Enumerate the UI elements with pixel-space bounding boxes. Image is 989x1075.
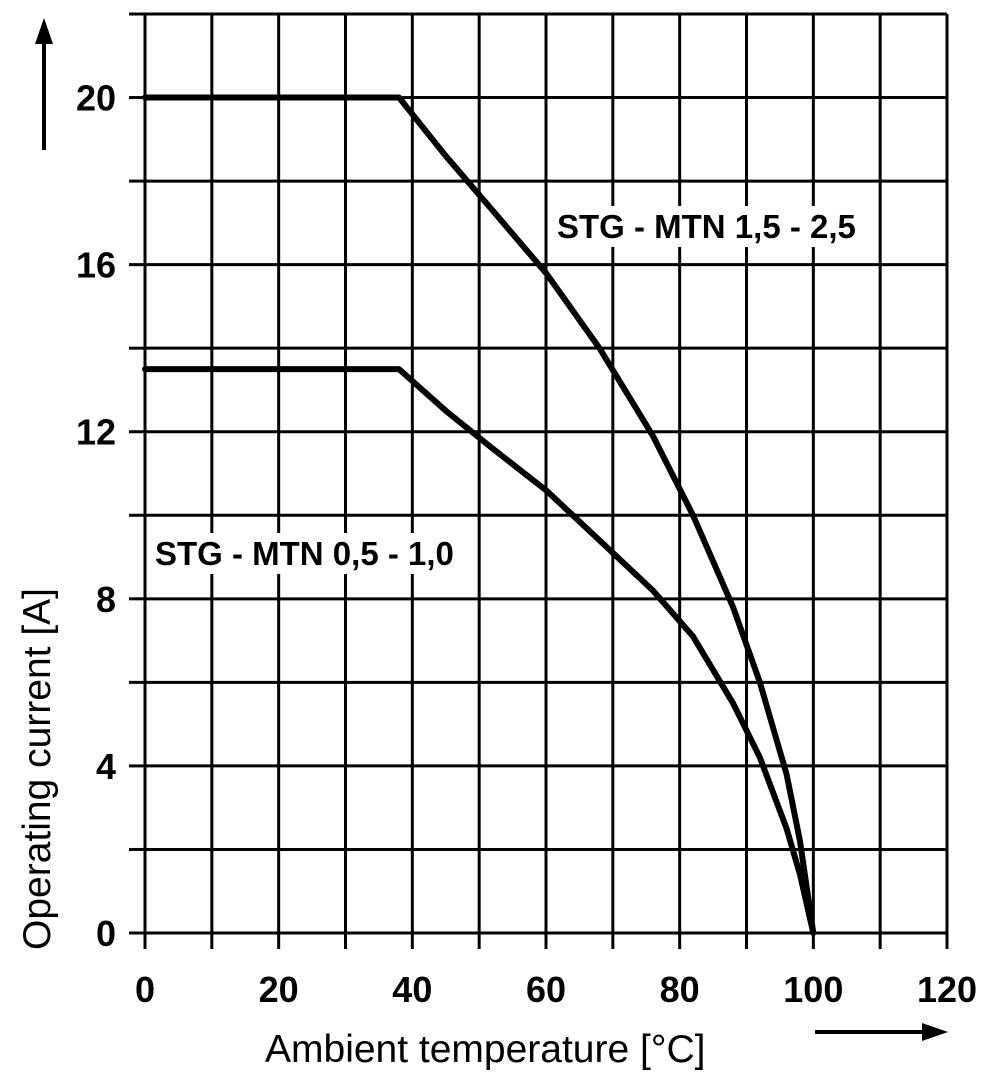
x-tick-label: 40 [392,969,432,1010]
series-line-1 [142,366,817,936]
series-label-0: STG - MTN 1,5 - 2,5 [557,208,856,245]
axis-arrows [35,18,948,1041]
y-tick-label: 12 [76,412,116,453]
y-tick-label: 16 [76,245,116,286]
x-arrow-head-icon [922,1023,948,1041]
y-arrow-head-icon [35,18,53,44]
x-tick-label: 100 [783,969,843,1010]
x-tick-label: 60 [526,969,566,1010]
x-axis-title: Ambient temperature [°C] [265,1028,705,1071]
series-label-bg [151,533,458,574]
x-tick-label: 80 [660,969,700,1010]
x-tick-label: 20 [259,969,299,1010]
y-axis-title: Operating current [A] [16,588,59,950]
series-label-backgrounds [151,206,860,574]
x-tick-label: 0 [135,969,155,1010]
series-label-bg [553,206,860,247]
series-label-1: STG - MTN 0,5 - 1,0 [155,535,454,572]
y-tick-label: 8 [96,579,116,620]
x-tick-labels: 0 20 40 60 80 100 120 [135,969,977,1010]
x-tick-label: 120 [917,969,977,1010]
y-tick-label: 4 [96,746,116,787]
series-lines [142,94,817,936]
y-tick-labels: 0 4 8 12 16 20 [76,78,116,954]
grid [129,12,949,949]
y-tick-label: 0 [96,913,116,954]
series-labels: STG - MTN 1,5 - 2,5 STG - MTN 0,5 - 1,0 [155,208,856,572]
y-tick-label: 20 [76,78,116,119]
series-line-0 [142,94,817,936]
